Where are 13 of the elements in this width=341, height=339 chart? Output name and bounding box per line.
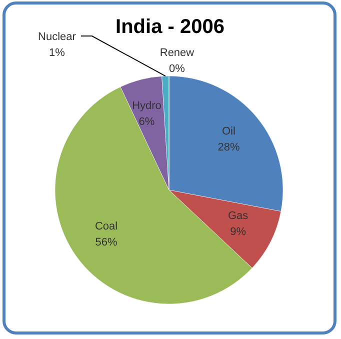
- chart-title: India - 2006: [116, 16, 224, 38]
- data-label: 6%: [138, 116, 155, 128]
- text: 0%: [169, 63, 185, 75]
- category-label: Renew: [160, 47, 194, 59]
- data-label: 28%: [218, 142, 240, 154]
- data-label: 9%: [230, 226, 246, 238]
- slice-label: Nuclear: [38, 31, 76, 43]
- slice-label: Oil: [222, 126, 236, 138]
- data-label: 56%: [95, 236, 118, 249]
- slice-label: Coal: [94, 220, 118, 233]
- slice-label: Hydro: [132, 100, 162, 112]
- slice-label: Gas: [228, 210, 249, 222]
- data-label: 1%: [49, 47, 66, 59]
